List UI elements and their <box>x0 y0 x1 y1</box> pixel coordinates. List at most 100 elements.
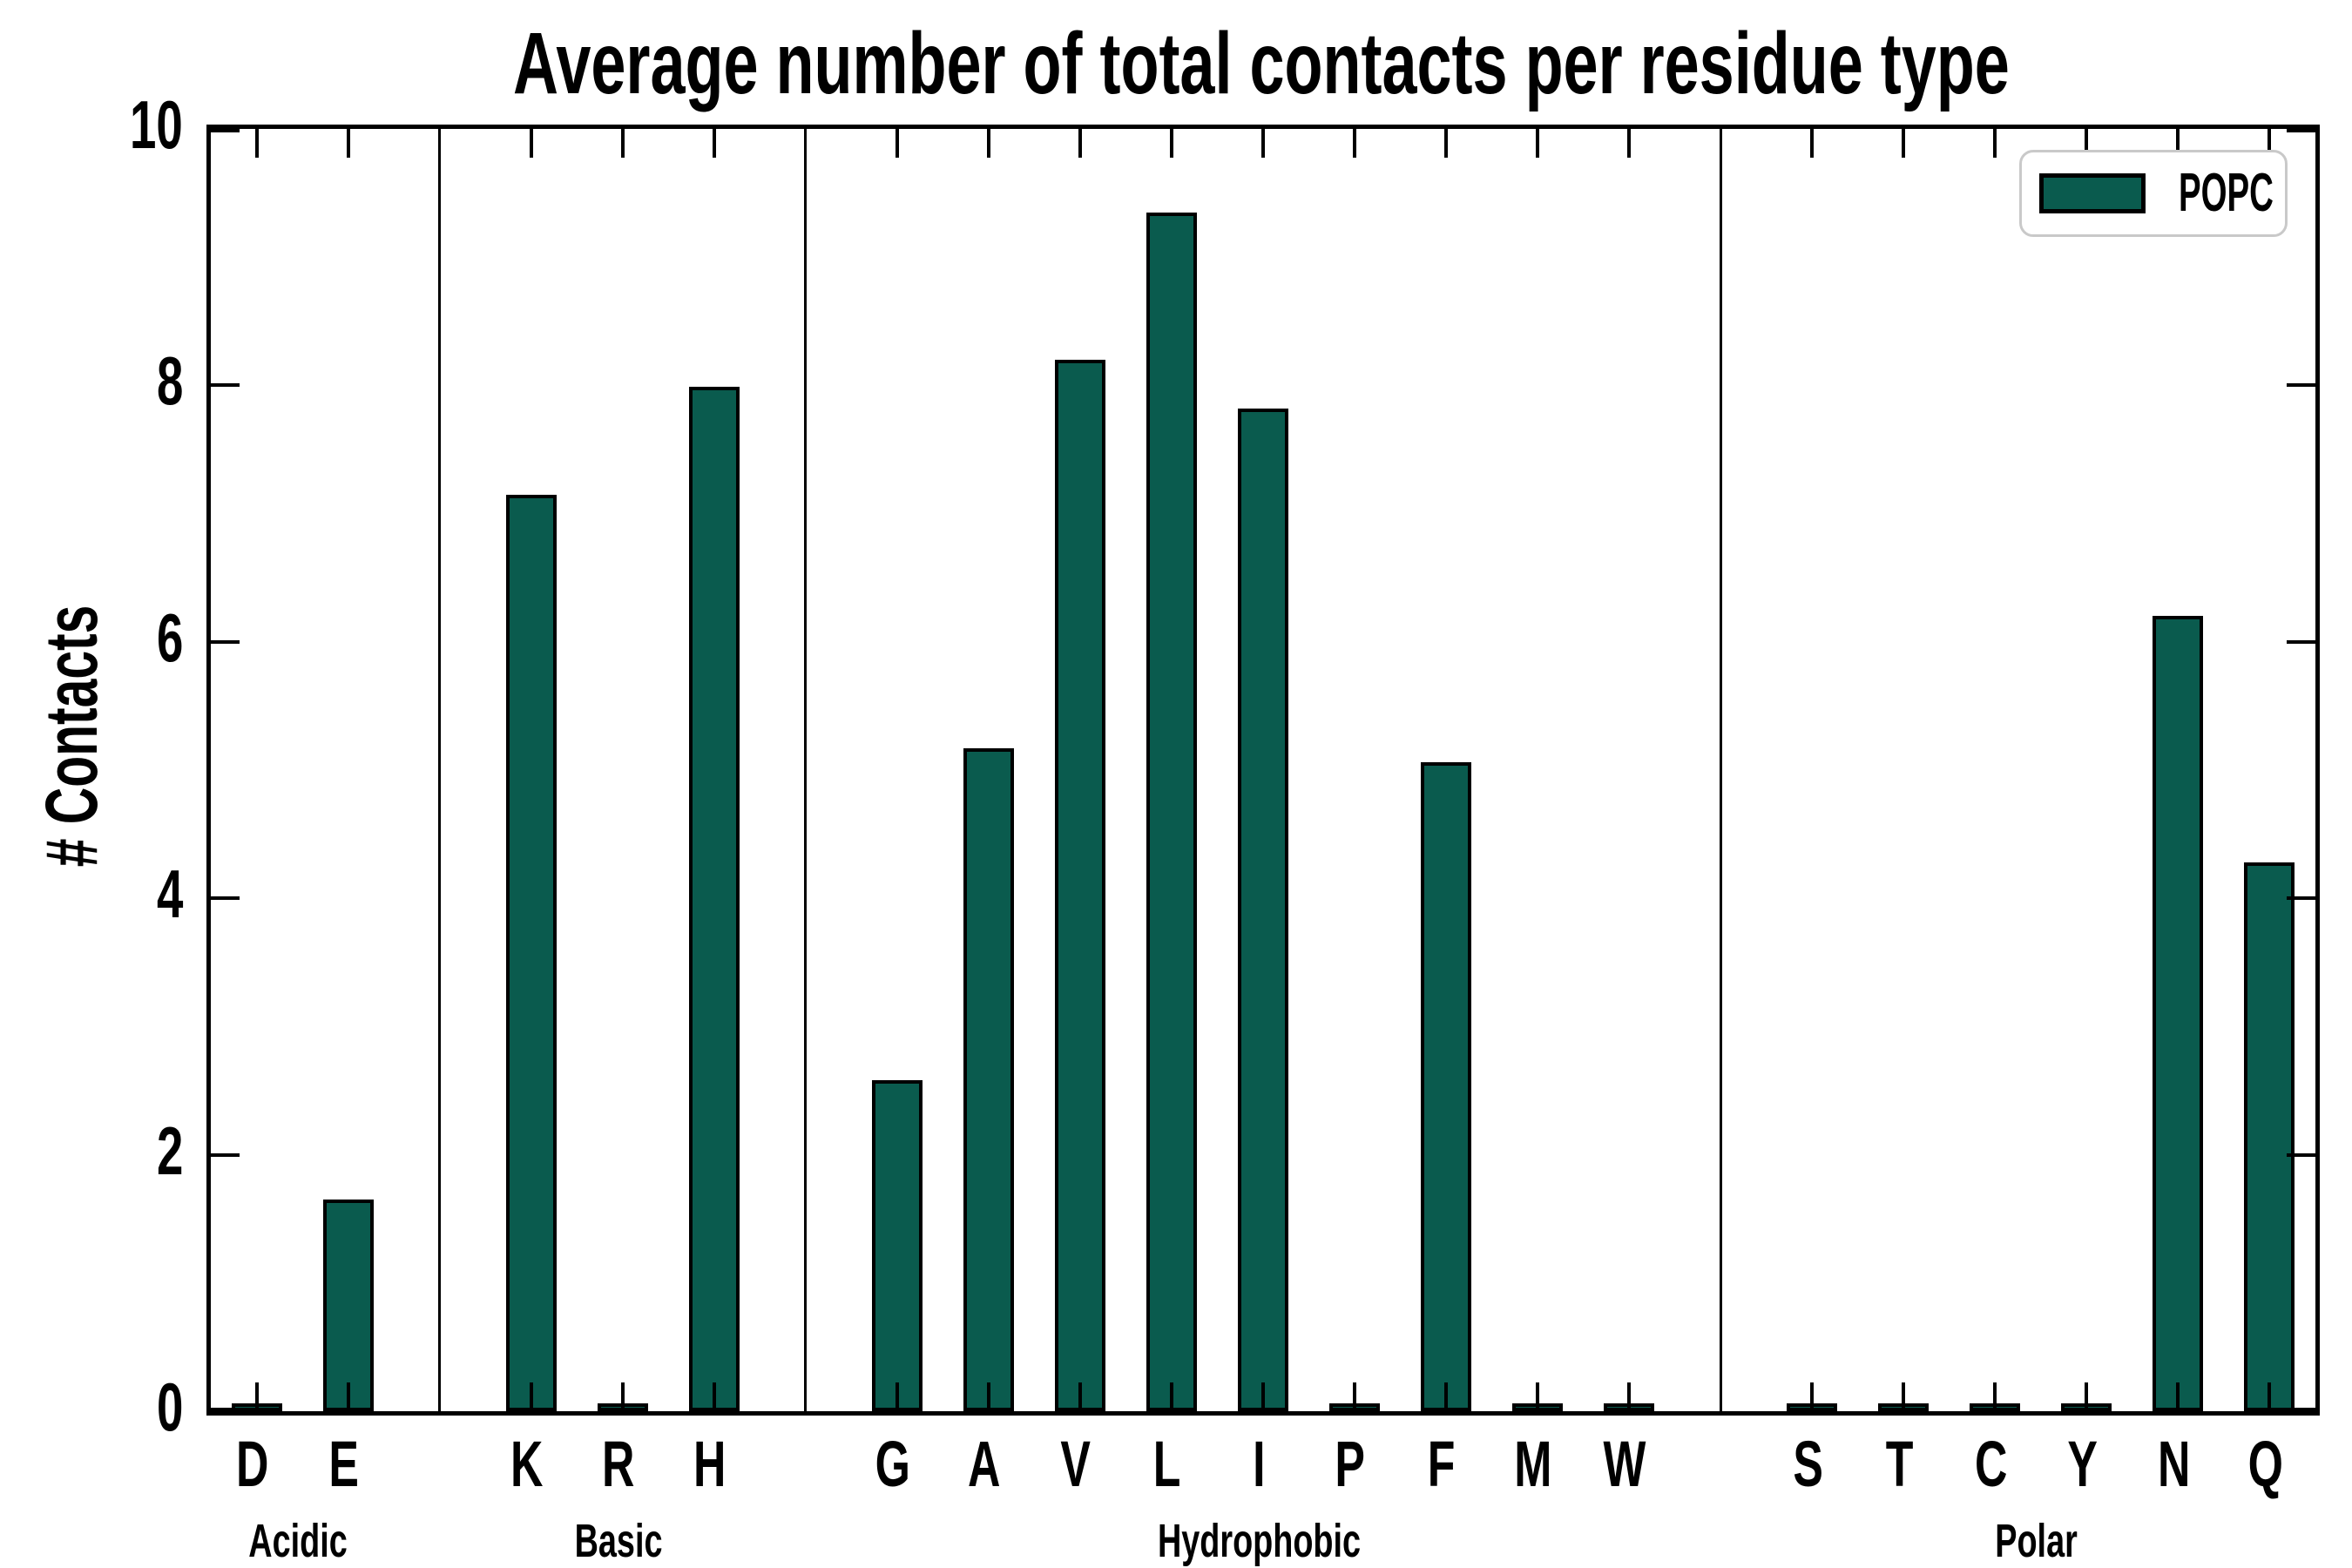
plot-area: POPC <box>206 125 2320 1416</box>
bar-A <box>963 747 1014 1411</box>
bar-L <box>1146 212 1197 1411</box>
x-label-C: C <box>1930 1430 2051 1498</box>
x-tick-A <box>986 1382 990 1411</box>
x-label-text-Y: Y <box>2067 1428 2098 1500</box>
x-label-text-G: G <box>875 1428 910 1500</box>
x-label-text-H: H <box>693 1428 727 1500</box>
x-tick-top-T <box>1902 129 1906 158</box>
x-label-text-N: N <box>2157 1428 2191 1500</box>
x-label-text-C: C <box>1974 1428 2008 1500</box>
x-label-W: W <box>1564 1430 1686 1498</box>
x-label-S: S <box>1747 1430 1869 1498</box>
y-tick-left-0 <box>211 1408 240 1411</box>
y-tick-right-10 <box>2287 129 2315 132</box>
x-label-text-Q: Q <box>2247 1428 2283 1500</box>
bar-I <box>1238 408 1288 1411</box>
y-tick-right-6 <box>2287 639 2315 644</box>
x-tick-top-N <box>2176 129 2180 158</box>
y-tick-right-4 <box>2287 896 2315 901</box>
group-divider <box>1719 129 1722 1411</box>
bar-K <box>505 494 557 1411</box>
group-label-text-acidic: Acidic <box>248 1515 348 1567</box>
x-label-text-W: W <box>1603 1428 1646 1500</box>
group-label-polar: Polar <box>1854 1516 2220 1566</box>
group-label-text-hydrophobic: Hydrophobic <box>1157 1515 1361 1567</box>
y-tick-label-0: 0 <box>26 1370 183 1443</box>
x-tick-top-L <box>1169 129 1173 158</box>
x-tick-top-C <box>1993 129 1997 158</box>
x-tick-T <box>1902 1382 1906 1411</box>
x-tick-top-M <box>1536 129 1540 158</box>
x-tick-I <box>1261 1382 1265 1411</box>
bar-V <box>1054 359 1105 1411</box>
group-label-hydrophobic: Hydrophobic <box>1076 1516 1442 1566</box>
x-tick-top-E <box>346 129 350 158</box>
x-label-text-L: L <box>1153 1428 1181 1500</box>
x-label-text-F: F <box>1428 1428 1456 1500</box>
x-tick-top-W <box>1627 129 1632 158</box>
x-label-H: H <box>649 1430 771 1498</box>
x-tick-R <box>620 1382 625 1411</box>
bar-G <box>871 1080 923 1411</box>
x-label-text-P: P <box>1335 1428 1366 1500</box>
y-tick-label-text-10: 10 <box>130 86 183 163</box>
y-tick-label-text-0: 0 <box>156 1369 183 1445</box>
x-label-Q: Q <box>2204 1430 2326 1498</box>
x-tick-Q <box>2268 1382 2272 1411</box>
x-tick-top-K <box>529 129 533 158</box>
x-label-text-R: R <box>601 1428 635 1500</box>
x-tick-top-F <box>1444 129 1449 158</box>
y-tick-left-4 <box>211 896 240 901</box>
y-tick-label-6: 6 <box>26 601 183 674</box>
x-label-K: K <box>466 1430 588 1498</box>
x-label-A: A <box>923 1430 1045 1498</box>
y-tick-label-text-6: 6 <box>156 598 183 676</box>
y-tick-left-2 <box>211 1152 240 1157</box>
chart-title: Average number of total contacts per res… <box>206 16 2315 112</box>
y-tick-left-8 <box>211 383 240 388</box>
y-tick-right-8 <box>2287 383 2315 388</box>
group-label-text-basic: Basic <box>574 1515 663 1567</box>
x-tick-N <box>2176 1382 2180 1411</box>
x-tick-top-R <box>620 129 625 158</box>
x-label-T: T <box>1838 1430 1960 1498</box>
x-tick-top-P <box>1353 129 1357 158</box>
x-tick-K <box>529 1382 533 1411</box>
y-tick-label-text-8: 8 <box>156 342 183 420</box>
x-label-I: I <box>1198 1430 1320 1498</box>
x-tick-top-A <box>986 129 990 158</box>
y-tick-label-4: 4 <box>26 857 183 930</box>
group-label-basic: Basic <box>436 1516 801 1566</box>
x-tick-top-H <box>712 129 716 158</box>
x-tick-top-Q <box>2268 129 2272 158</box>
x-label-Y: Y <box>2021 1430 2143 1498</box>
bar-F <box>1421 762 1472 1411</box>
x-label-text-A: A <box>968 1428 1001 1500</box>
y-tick-right-0 <box>2287 1408 2315 1411</box>
x-label-text-M: M <box>1514 1428 1552 1500</box>
x-label-P: P <box>1289 1430 1411 1498</box>
bar-H <box>688 386 740 1411</box>
x-tick-P <box>1353 1382 1357 1411</box>
y-tick-label-8: 8 <box>26 344 183 417</box>
x-tick-Y <box>2085 1382 2089 1411</box>
x-tick-H <box>712 1382 716 1411</box>
x-tick-L <box>1169 1382 1173 1411</box>
y-tick-label-text-4: 4 <box>156 855 183 933</box>
x-label-L: L <box>1106 1430 1228 1498</box>
x-label-text-K: K <box>510 1428 544 1500</box>
x-label-text-V: V <box>1060 1428 1092 1500</box>
x-label-text-T: T <box>1885 1428 1914 1500</box>
x-tick-top-I <box>1261 129 1265 158</box>
bar-Q <box>2244 862 2295 1411</box>
group-divider <box>804 129 808 1411</box>
x-label-V: V <box>1015 1430 1137 1498</box>
x-tick-top-G <box>895 129 899 158</box>
x-label-G: G <box>832 1430 954 1498</box>
x-label-E: E <box>283 1430 405 1498</box>
bar-E <box>322 1200 374 1411</box>
legend-label: POPC <box>2179 166 2332 220</box>
y-tick-left-6 <box>211 639 240 644</box>
x-label-text-E: E <box>328 1428 359 1500</box>
x-label-text-D: D <box>235 1428 269 1500</box>
